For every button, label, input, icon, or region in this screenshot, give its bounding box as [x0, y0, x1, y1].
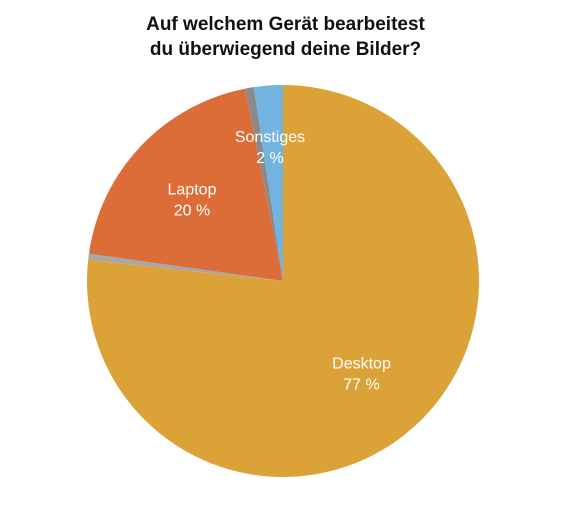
pie-slice-separator [245, 87, 283, 282]
chart-title-line-1: Auf welchem Gerät bearbeitest [146, 14, 425, 35]
slice-name-desktop: Desktop [332, 356, 391, 373]
slice-name-sonstiges: Sonstiges [235, 129, 305, 146]
chart-title: Auf welchem Gerät bearbeitest du überwie… [0, 12, 571, 62]
slice-label-desktop: Desktop 77 % [332, 356, 391, 394]
slice-value-desktop: 77 % [343, 377, 379, 394]
pie-slice-laptop [88, 88, 283, 281]
pie-slice-sonstiges [253, 85, 283, 281]
pie-slice-desktop [86, 85, 479, 478]
slice-label-sonstiges: Sonstiges 2 % [235, 129, 305, 167]
slice-label-laptop: Laptop 20 % [168, 182, 217, 220]
slice-value-laptop: 20 % [174, 203, 210, 220]
pie-slice-separator [88, 253, 283, 281]
chart-title-line-2: du überwiegend deine Bilder? [149, 39, 422, 60]
slice-value-sonstiges: 2 % [256, 150, 284, 167]
slice-name-laptop: Laptop [168, 182, 217, 199]
